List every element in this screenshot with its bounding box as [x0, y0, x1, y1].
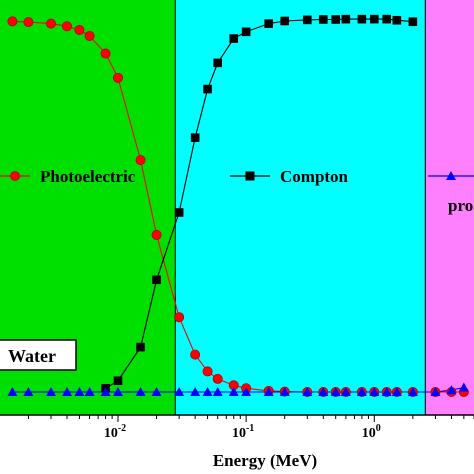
series-2-point-3	[62, 387, 73, 396]
series-0-point-1	[23, 17, 34, 28]
x-tick-label-0: 10-2	[104, 423, 126, 441]
series-2-point-17	[279, 387, 290, 396]
series-1-point-9	[241, 27, 251, 37]
series-1-point-14	[331, 15, 341, 24]
series-1-point-8	[229, 34, 239, 43]
region-band-2	[425, 0, 474, 415]
legend-entry-third-series: pro	[428, 171, 474, 215]
series-2-point-28	[446, 385, 457, 395]
series-0-point-5	[84, 30, 95, 41]
series-2-point-25	[391, 387, 402, 396]
series-2-point-1	[23, 387, 34, 396]
series-2-point-26	[407, 387, 418, 396]
series-2-point-27	[430, 387, 441, 396]
series-2-point-0	[7, 387, 18, 396]
annotation-box	[0, 339, 77, 371]
series-0-point-3	[62, 21, 73, 32]
water-annotation: Water	[0, 339, 77, 371]
series-2-point-12	[202, 387, 213, 396]
series-1-point-12	[302, 15, 312, 25]
series-0-point-6	[100, 48, 111, 59]
legend: Photoelectric Compton pro	[0, 167, 474, 215]
series-1-point-16	[357, 14, 367, 24]
series-0-point-12	[202, 366, 213, 377]
series-1-point-19	[392, 15, 402, 25]
legend-label-photoelectric: Photoelectric	[40, 167, 136, 186]
series-1-point-1	[113, 376, 123, 386]
series-2-point-11	[190, 387, 201, 396]
x-tick-label-1: 10-1	[232, 423, 254, 441]
series-2-point-23	[369, 387, 380, 396]
series-2-point-29	[458, 382, 469, 392]
series-0-point-11	[190, 349, 201, 360]
series-0-point-9	[151, 229, 162, 240]
x-axis-ticks	[27, 415, 474, 422]
legend-label-fragment: pro	[448, 196, 473, 215]
series-1-point-17	[369, 14, 379, 24]
series-1-point-3	[152, 275, 161, 285]
series-1-point-5	[190, 133, 200, 142]
series-2-point-5	[84, 387, 95, 396]
series-2-point-22	[356, 387, 367, 396]
legend-marker-third-series	[446, 171, 456, 180]
region-band-1	[175, 0, 426, 415]
x-axis: 10-2 10-1 100 Energy (MeV)	[0, 414, 474, 470]
series-1-point-7	[213, 58, 223, 68]
series-2-point-4	[74, 387, 85, 396]
series-2-point-19	[318, 387, 329, 396]
series-0-point-0	[7, 16, 18, 27]
x-tick-labels: 10-2 10-1 100	[104, 423, 381, 441]
series-2-point-14	[228, 387, 239, 396]
x-axis-title: Energy (MeV)	[213, 451, 317, 470]
series-2-point-13	[212, 387, 223, 396]
region-dividers	[174, 0, 426, 415]
legend-marker-photoelectric	[10, 171, 20, 181]
series-2-point-15	[241, 387, 252, 396]
series-2-point-2	[45, 387, 56, 396]
series-2-point-21	[340, 387, 351, 396]
legend-marker-compton	[245, 171, 255, 181]
series-1-point-2	[136, 342, 145, 352]
series-1-point-11	[280, 16, 290, 26]
series-2-point-18	[302, 387, 313, 396]
series-2-point-24	[381, 387, 392, 396]
series-1-point-15	[341, 14, 351, 24]
series-0-point-8	[135, 155, 146, 166]
x-tick-label-2: 100	[362, 423, 381, 441]
series-1-point-13	[318, 15, 328, 24]
series-2-point-7	[112, 387, 123, 396]
series-2-point-10	[174, 387, 185, 396]
series-1-point-10	[264, 19, 274, 28]
series-0-point-4	[74, 24, 85, 35]
energy-region-bands	[0, 0, 474, 415]
series-2-point-9	[151, 387, 162, 396]
legend-entry-compton: Compton	[230, 167, 349, 186]
series-1-point-20	[408, 17, 418, 27]
series-2-point-16	[263, 387, 274, 396]
series-2-point-6	[100, 387, 111, 396]
series-1-point-6	[203, 84, 212, 94]
series-0-point-13	[212, 373, 223, 384]
series-1-point-18	[382, 14, 392, 24]
annotation-text: Water	[8, 346, 56, 366]
series-0-point-2	[45, 18, 56, 29]
legend-label-compton: Compton	[280, 167, 349, 186]
series-2-point-20	[330, 387, 341, 396]
legend-entry-photoelectric: Photoelectric	[0, 167, 136, 186]
series-markers	[7, 14, 469, 397]
series-0-point-10	[174, 312, 185, 323]
series-2-point-8	[135, 387, 146, 396]
series-1-point-4	[174, 208, 184, 217]
series-0-point-7	[112, 72, 123, 83]
